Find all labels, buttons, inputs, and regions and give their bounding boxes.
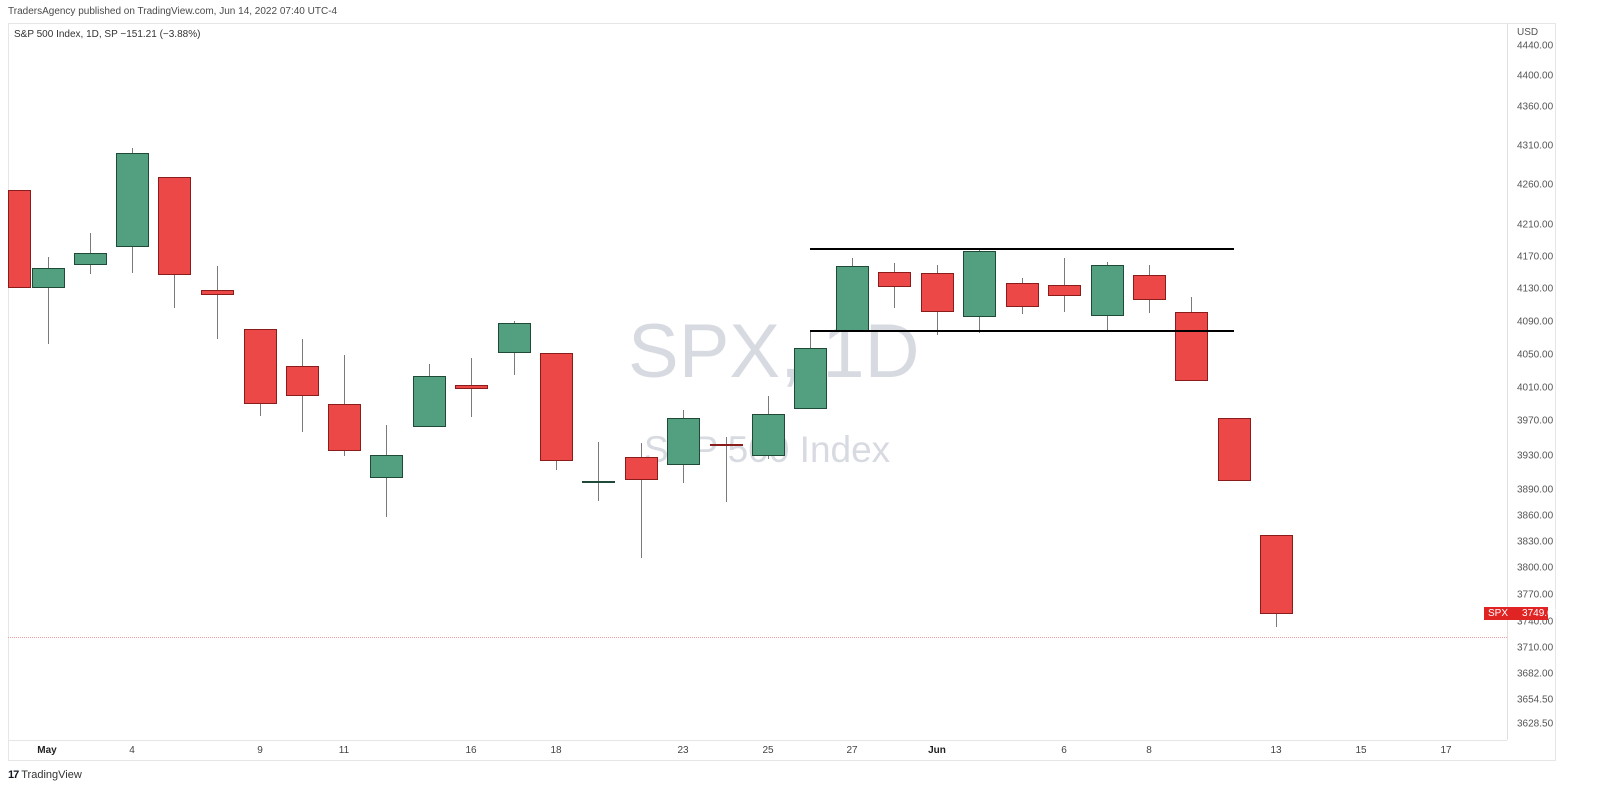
price-tick: 3930.00 xyxy=(1517,450,1554,462)
candle-wick xyxy=(726,437,727,502)
candle-down[interactable] xyxy=(1048,285,1081,296)
price-tick: 4090.00 xyxy=(1517,316,1554,328)
price-tick: 3770.00 xyxy=(1517,589,1554,601)
candle-down[interactable] xyxy=(158,177,191,275)
candle-down[interactable] xyxy=(625,457,658,480)
candle-wick xyxy=(598,442,599,501)
tradingview-brand: TradingView xyxy=(21,769,82,781)
candle-wick xyxy=(217,266,218,339)
price-tick: 4170.00 xyxy=(1517,251,1554,263)
candle-down[interactable] xyxy=(328,404,361,451)
tradingview-logo-icon: 17 xyxy=(8,769,19,781)
candle-up[interactable] xyxy=(667,418,700,465)
price-tick: 3970.00 xyxy=(1517,415,1554,427)
symbol-legend[interactable]: S&P 500 Index, 1D, SP −151.21 (−3.88%) xyxy=(14,29,201,40)
last-price-value: 3749.64 xyxy=(1522,608,1559,619)
candle-down[interactable] xyxy=(878,272,911,287)
candle-up[interactable] xyxy=(32,268,65,288)
currency-label: USD xyxy=(1517,27,1539,38)
candle-wick xyxy=(48,257,49,344)
last-price-symbol: SPX xyxy=(1488,608,1509,619)
candle-up[interactable] xyxy=(116,153,149,247)
watermark-symbol: SPX, 1D xyxy=(628,309,920,394)
candle-down[interactable] xyxy=(1133,275,1166,300)
time-tick: 11 xyxy=(338,745,350,756)
price-tick: 4440.00 xyxy=(1517,40,1554,52)
candle-up[interactable] xyxy=(752,414,785,456)
last-price-line xyxy=(8,637,1507,638)
time-axis[interactable]: May 4 9 11 16 18 23 25 27 Jun 6 8 13 15 17 xyxy=(8,740,1507,761)
price-axis[interactable]: USD 4440.00 4400.00 4360.00 4310.00 4260.00 4… xyxy=(1507,24,1556,740)
price-tick: 4360.00 xyxy=(1517,101,1554,113)
price-tick: 4130.00 xyxy=(1517,283,1554,295)
candle-up[interactable] xyxy=(413,376,446,427)
price-tick: 3800.00 xyxy=(1517,562,1554,574)
time-tick: Jun xyxy=(928,745,946,756)
time-tick: 9 xyxy=(257,745,263,756)
time-tick: 13 xyxy=(1270,745,1282,756)
price-tick: 3740.00 xyxy=(1517,616,1554,628)
time-tick: 6 xyxy=(1061,745,1067,756)
candle-up[interactable] xyxy=(370,455,403,478)
time-tick: 23 xyxy=(677,745,689,756)
price-tick: 3830.00 xyxy=(1517,536,1554,548)
price-tick: 4010.00 xyxy=(1517,382,1554,394)
candle-down[interactable] xyxy=(710,444,743,446)
candle-down[interactable] xyxy=(1006,283,1039,307)
candle-down[interactable] xyxy=(921,273,954,312)
candle-up[interactable] xyxy=(582,481,615,483)
horizontal-trendline[interactable] xyxy=(810,330,1234,332)
price-tick: 3710.00 xyxy=(1517,642,1554,654)
price-tick: 3860.00 xyxy=(1517,510,1554,522)
candle-down[interactable] xyxy=(1260,535,1293,614)
last-price-tag: SPX 3749.64 xyxy=(1484,607,1558,620)
tradingview-logo[interactable]: 17 TradingView xyxy=(8,769,82,781)
time-tick: 27 xyxy=(846,745,858,756)
price-tick: 4400.00 xyxy=(1517,70,1554,82)
candle-down[interactable] xyxy=(1175,312,1208,381)
time-tick: 18 xyxy=(550,745,562,756)
time-tick: May xyxy=(37,745,57,756)
candle-down[interactable] xyxy=(1218,418,1251,481)
time-tick: 15 xyxy=(1355,745,1367,756)
candle-up[interactable] xyxy=(836,266,869,331)
price-tick: 4310.00 xyxy=(1517,140,1554,152)
candle-up[interactable] xyxy=(74,253,107,265)
price-tick: 3654.50 xyxy=(1517,694,1554,706)
chart-frame xyxy=(8,23,1556,761)
price-tick: 3890.00 xyxy=(1517,484,1554,496)
candle-down[interactable] xyxy=(286,366,319,396)
time-tick: 4 xyxy=(129,745,135,756)
time-tick: 16 xyxy=(465,745,477,756)
publisher-line: TradersAgency published on TradingView.c… xyxy=(8,6,338,17)
price-tick: 3628.50 xyxy=(1517,718,1554,730)
price-tick: 4210.00 xyxy=(1517,219,1554,231)
candle-down[interactable] xyxy=(201,290,234,295)
candle-up[interactable] xyxy=(498,323,531,353)
candle-down[interactable] xyxy=(244,329,277,404)
candle-down[interactable] xyxy=(455,385,488,389)
price-tick: 4050.00 xyxy=(1517,349,1554,361)
time-tick: 17 xyxy=(1440,745,1452,756)
price-tick: 4260.00 xyxy=(1517,179,1554,191)
time-tick: 8 xyxy=(1146,745,1152,756)
candle-wick xyxy=(641,443,642,558)
price-tick: 3682.00 xyxy=(1517,668,1554,680)
chart-plot-area[interactable]: SPX, 1D S&P 500 Index xyxy=(8,24,1507,740)
candle-up[interactable] xyxy=(794,348,827,409)
candle-up[interactable] xyxy=(1091,265,1124,316)
horizontal-trendline[interactable] xyxy=(810,248,1234,250)
candle-down[interactable] xyxy=(540,353,573,461)
candle-down[interactable] xyxy=(8,190,31,288)
time-tick: 25 xyxy=(762,745,774,756)
candle-up[interactable] xyxy=(963,251,996,317)
